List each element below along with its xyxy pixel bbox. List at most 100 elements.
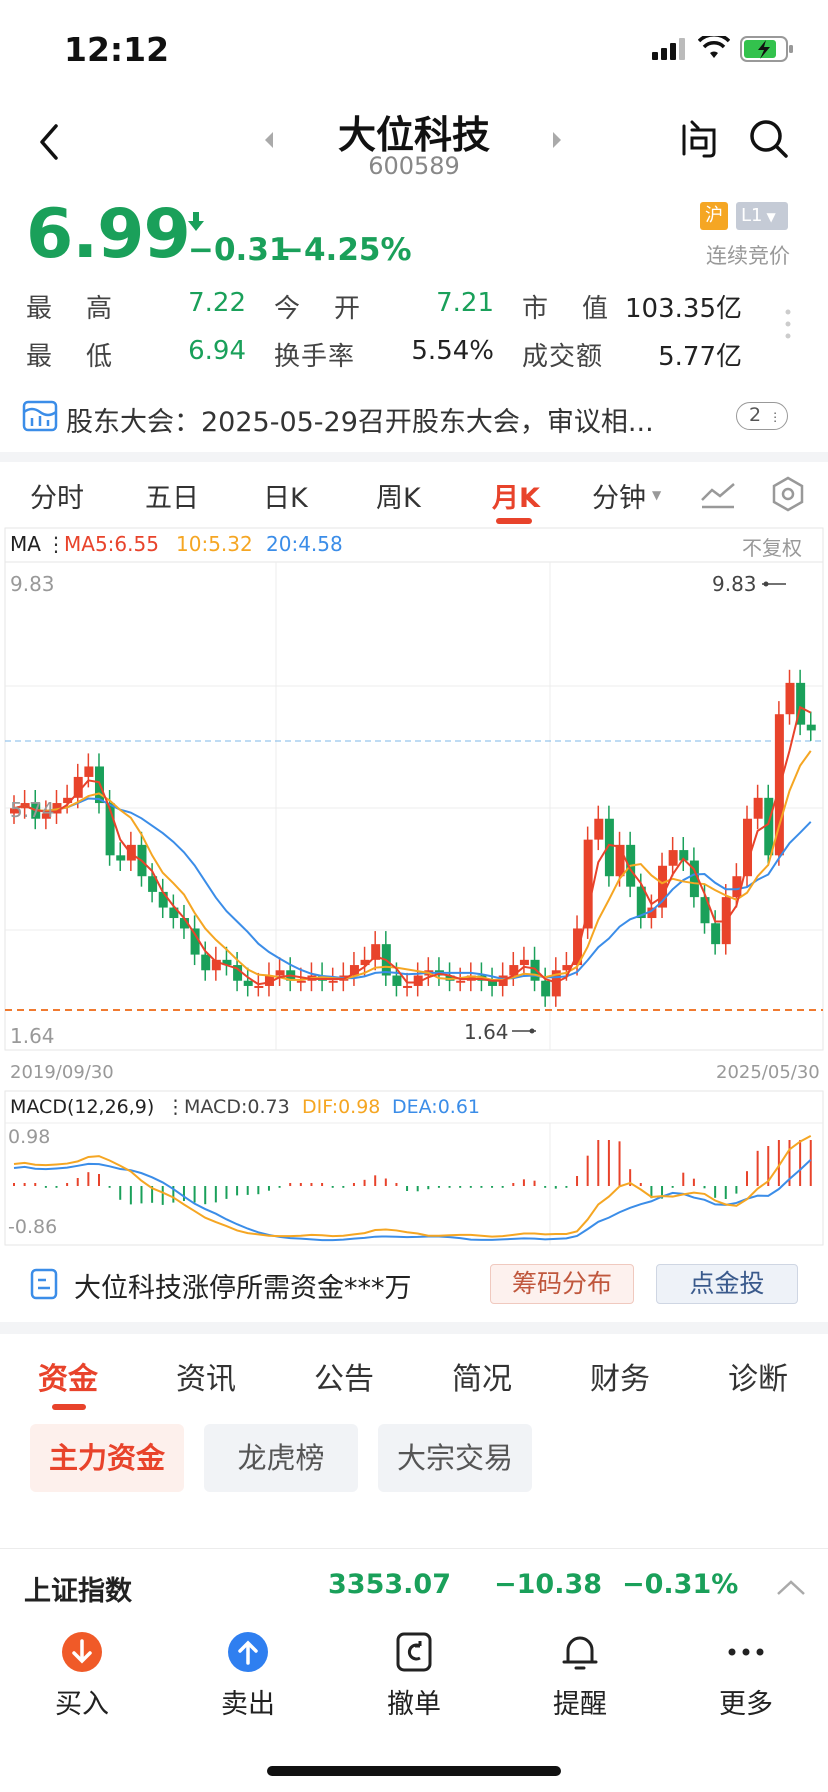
subtab-block-trade[interactable]: 大宗交易 xyxy=(378,1424,532,1492)
ma-menu-icon[interactable]: ⋮ xyxy=(46,532,66,556)
level-dropdown-icon: ▼ xyxy=(766,210,776,224)
candle-body xyxy=(105,803,115,856)
candle-body xyxy=(753,797,763,819)
cancel-order-button[interactable]: 撤单 xyxy=(354,1630,474,1721)
level-tag-label: L1 xyxy=(741,205,763,226)
adjust-type[interactable]: 不复权 xyxy=(742,536,802,560)
ma20-value: 20:4.58 xyxy=(266,532,343,556)
quote-panel: 6.99 −0.31 −4.25% 沪 L1 ▼ 连续竞价 最 高 7.22 今 … xyxy=(0,190,828,390)
tab-intraday[interactable]: 分时 xyxy=(30,483,84,514)
tab-news[interactable]: 资讯 xyxy=(176,1362,236,1397)
macd-menu-icon[interactable]: ⋮ xyxy=(166,1096,185,1118)
turnover-label: 换手率 xyxy=(274,342,356,372)
max-price-label: 9.83 xyxy=(712,572,757,596)
tab-monthly-k[interactable]: 月K xyxy=(492,483,540,514)
cancel-order-label: 撤单 xyxy=(387,1689,441,1720)
alert-label: 提醒 xyxy=(553,1689,607,1720)
bottom-toolbar: 买入 卖出 撤单 提醒 更多 xyxy=(0,1628,828,1792)
candle-body xyxy=(10,808,19,814)
candle-body xyxy=(519,959,529,966)
sell-button[interactable]: 卖出 xyxy=(188,1630,308,1721)
limit-up-fund-text[interactable]: 大位科技涨停所需资金***万 xyxy=(74,1273,412,1304)
tab-weekly-k[interactable]: 周K xyxy=(376,483,421,514)
buy-button[interactable]: 买入 xyxy=(22,1630,142,1721)
notice-count: 2 xyxy=(749,404,762,426)
dea-value: DEA:0.61 xyxy=(392,1096,481,1118)
candle-body xyxy=(679,850,689,861)
content-tab-indicator xyxy=(52,1404,86,1410)
tab-fund[interactable]: 资金 xyxy=(38,1362,98,1397)
level-tag[interactable]: L1 ▼ xyxy=(736,202,788,230)
mktcap-label: 市 值 xyxy=(522,294,613,324)
content-tabs: 资金 资讯 公告 简况 财务 诊断 xyxy=(0,1334,828,1424)
more-vert-icon[interactable] xyxy=(784,308,792,340)
macd-y-bottom: -0.86 xyxy=(8,1216,58,1238)
stock-code: 600589 xyxy=(368,152,460,180)
candle-body xyxy=(658,865,668,908)
notice-count-badge[interactable]: 2 ⋮ xyxy=(736,402,788,430)
more-dots-icon xyxy=(728,1648,764,1656)
market-tag: 沪 xyxy=(700,202,728,230)
ma-label[interactable]: MA xyxy=(10,532,41,556)
notice-bar[interactable]: 股东大会：2025-05-29召开股东大会，审议相... 2 ⋮ xyxy=(0,390,828,460)
bell-icon xyxy=(562,1636,598,1670)
candle-body xyxy=(179,918,189,929)
candle-body xyxy=(488,980,498,986)
more-button[interactable]: 更多 xyxy=(686,1630,806,1721)
candle-body xyxy=(806,724,816,731)
last-price: 6.99 xyxy=(26,195,191,274)
wifi-icon xyxy=(698,36,730,58)
buy-label: 买入 xyxy=(55,1689,109,1720)
alert-button[interactable]: 提醒 xyxy=(520,1630,640,1721)
down-arrow-icon xyxy=(188,212,204,231)
next-stock-icon[interactable] xyxy=(551,130,563,150)
back-icon[interactable] xyxy=(36,122,62,162)
settings-hex-icon[interactable] xyxy=(770,476,806,512)
section-divider xyxy=(0,1322,828,1334)
candle-body xyxy=(541,980,551,997)
candle-body xyxy=(689,860,699,898)
section-divider xyxy=(0,452,828,462)
draw-line-icon[interactable] xyxy=(700,480,736,510)
candle-body xyxy=(158,891,168,908)
tab-profile[interactable]: 简况 xyxy=(452,1362,512,1397)
kline-chart-area[interactable]: MA ⋮ MA5:6.55 10:5.32 20:4.58 不复权 9.83 5… xyxy=(0,526,828,1246)
candle-body xyxy=(73,776,83,798)
tab-announcement[interactable]: 公告 xyxy=(314,1362,374,1397)
tab-diagnosis[interactable]: 诊断 xyxy=(728,1362,788,1397)
index-bar[interactable]: 上证指数 3353.07 −10.38 −0.31% xyxy=(0,1548,828,1628)
candle-body xyxy=(551,970,561,997)
subtab-main-fund[interactable]: 主力资金 xyxy=(30,1424,184,1492)
chevron-up-icon[interactable] xyxy=(776,1579,806,1597)
tab-minute[interactable]: 分钟 xyxy=(592,483,646,514)
mktcap-value: 103.35亿 xyxy=(625,294,742,324)
tab-finance[interactable]: 财务 xyxy=(590,1362,650,1397)
subtab-dragon-tiger[interactable]: 龙虎榜 xyxy=(204,1424,358,1492)
y-axis-top: 9.83 xyxy=(10,572,55,596)
nav-bar: 大位科技 600589 xyxy=(0,100,828,190)
high-label: 最 高 xyxy=(26,294,117,324)
min-price-label: 1.64 xyxy=(464,1020,509,1044)
candle-body xyxy=(700,897,710,924)
candle-body xyxy=(636,886,646,919)
sell-icon xyxy=(228,1632,268,1672)
amount-value: 5.77亿 xyxy=(658,342,742,372)
low-value: 6.94 xyxy=(188,336,246,366)
macd-y-top: 0.98 xyxy=(8,1126,51,1148)
candle-body xyxy=(647,907,657,919)
candle-body xyxy=(169,907,179,919)
tab-daily-k[interactable]: 日K xyxy=(263,483,308,514)
cancel-order-icon xyxy=(396,1632,432,1672)
signal-icon xyxy=(652,38,685,60)
ask-icon[interactable] xyxy=(678,118,720,160)
macd-title[interactable]: MACD(12,26,9) xyxy=(10,1096,155,1118)
dianjintou-button[interactable]: 点金投 xyxy=(656,1264,798,1304)
turnover-value: 5.54% xyxy=(411,336,494,366)
tab-five-day[interactable]: 五日 xyxy=(145,483,199,514)
search-icon[interactable] xyxy=(748,118,790,160)
candle-body xyxy=(264,975,274,986)
chip-distribution-button[interactable]: 筹码分布 xyxy=(490,1264,634,1304)
candle-body xyxy=(456,980,466,983)
candle-body xyxy=(604,818,614,877)
prev-stock-icon[interactable] xyxy=(263,130,275,150)
